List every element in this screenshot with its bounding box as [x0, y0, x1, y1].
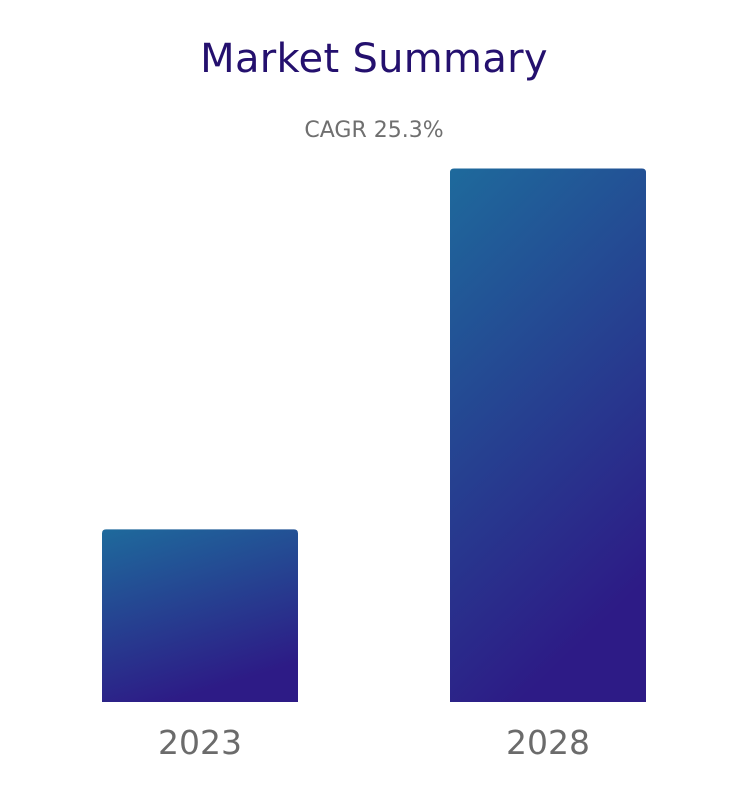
bar-2028 — [450, 168, 646, 703]
x-tick-label-2028: 2028 — [506, 723, 590, 762]
chart-subtitle: CAGR 25.3% — [304, 118, 444, 143]
chart-title: Market Summary — [200, 36, 548, 82]
bar-2023 — [102, 529, 298, 702]
x-tick-label-2023: 2023 — [158, 723, 242, 762]
